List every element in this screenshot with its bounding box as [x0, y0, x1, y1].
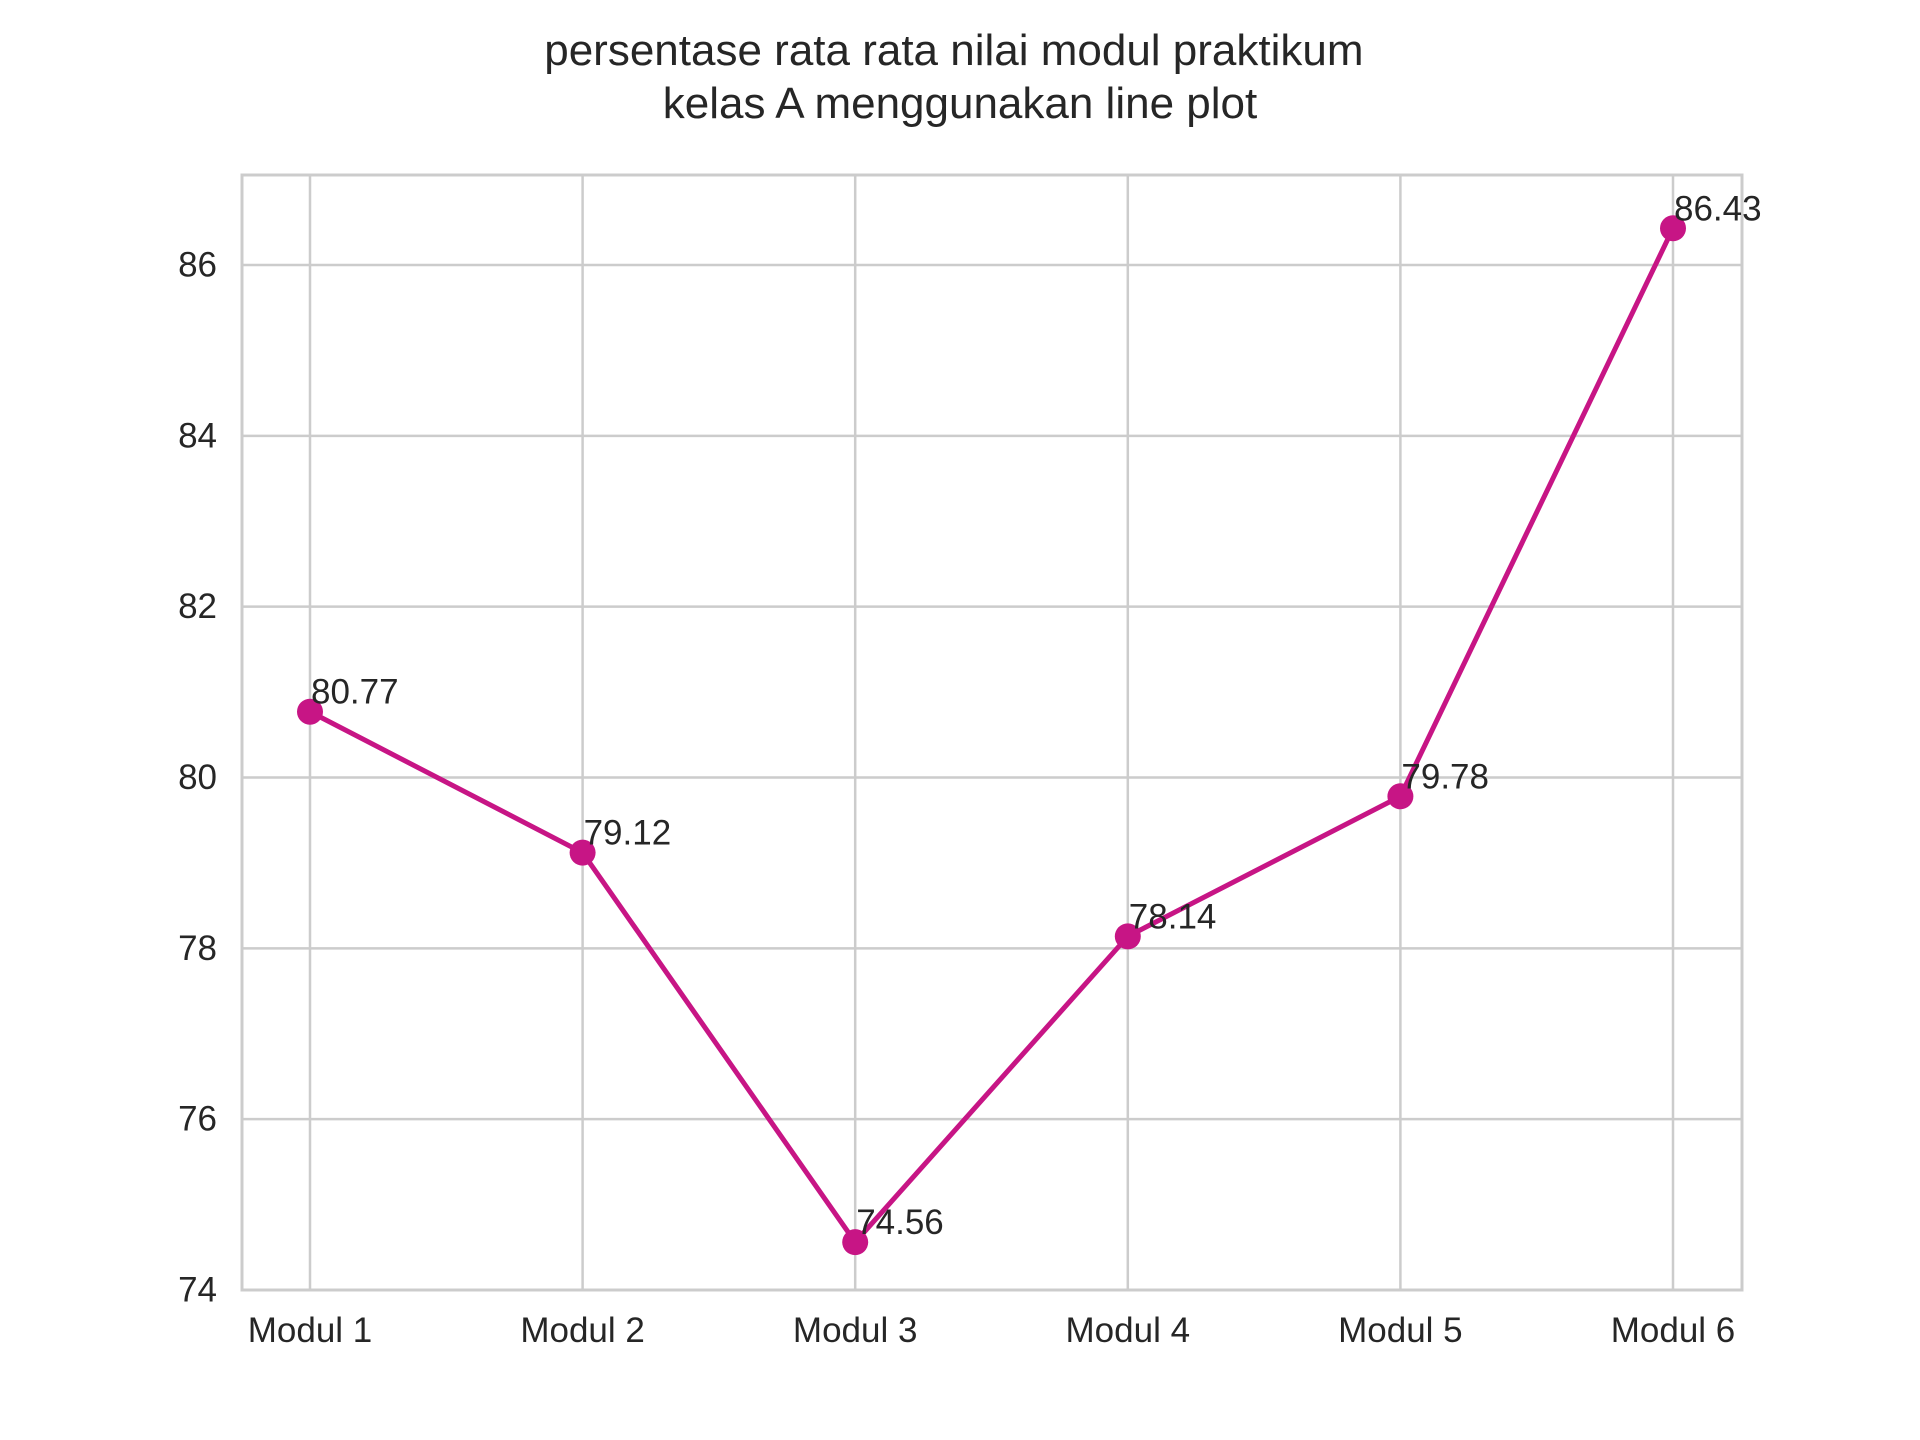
x-tick-label: Modul 2 — [520, 1311, 645, 1350]
grid — [242, 175, 1742, 1290]
data-point — [1114, 923, 1141, 950]
series — [297, 215, 1686, 1256]
x-axis-ticks: Modul 1 Modul 2 Modul 3 Modul 4 Modul 5 Modul… — [248, 1311, 1736, 1350]
chart-title-line-2: kelas A menggunakan line plot — [663, 79, 1257, 128]
x-tick-label: Modul 3 — [793, 1311, 918, 1350]
series-line — [308, 227, 1676, 1245]
data-point — [297, 698, 323, 725]
y-axis-ticks: 74 76 78 80 82 84 86 — [178, 246, 217, 1310]
data-label: 74.56 — [856, 1203, 944, 1242]
data-label: 86.43 — [1674, 189, 1762, 228]
chart-title-line-1: persentase rata rata nilai modul praktik… — [544, 26, 1363, 75]
data-point — [1660, 215, 1686, 242]
x-tick-label: Modul 5 — [1338, 1311, 1463, 1350]
x-tick-label: Modul 1 — [248, 1311, 373, 1350]
chart-title: persentase rata rata nilai modul praktik… — [544, 26, 1376, 128]
data-label: 79.12 — [584, 814, 672, 853]
data-label: 78.14 — [1129, 897, 1217, 936]
y-tick-label: 84 — [178, 416, 217, 455]
data-point — [569, 839, 596, 866]
plot-frame — [240, 173, 1744, 1292]
data-point — [1387, 783, 1414, 810]
x-tick-label: Modul 4 — [1066, 1311, 1191, 1350]
y-tick-label: 82 — [178, 587, 217, 626]
y-tick-label: 76 — [178, 1100, 217, 1139]
y-tick-label: 78 — [178, 929, 217, 968]
data-labels: 80.77 79.12 74.56 78.14 79.78 86.43 — [311, 189, 1762, 1242]
x-tick-label: Modul 6 — [1611, 1311, 1736, 1350]
data-label: 80.77 — [311, 673, 399, 712]
data-point — [842, 1229, 869, 1256]
y-tick-label: 74 — [178, 1271, 217, 1310]
data-label: 79.78 — [1401, 757, 1489, 796]
y-tick-label: 80 — [178, 758, 217, 797]
y-tick-label: 86 — [178, 246, 217, 285]
